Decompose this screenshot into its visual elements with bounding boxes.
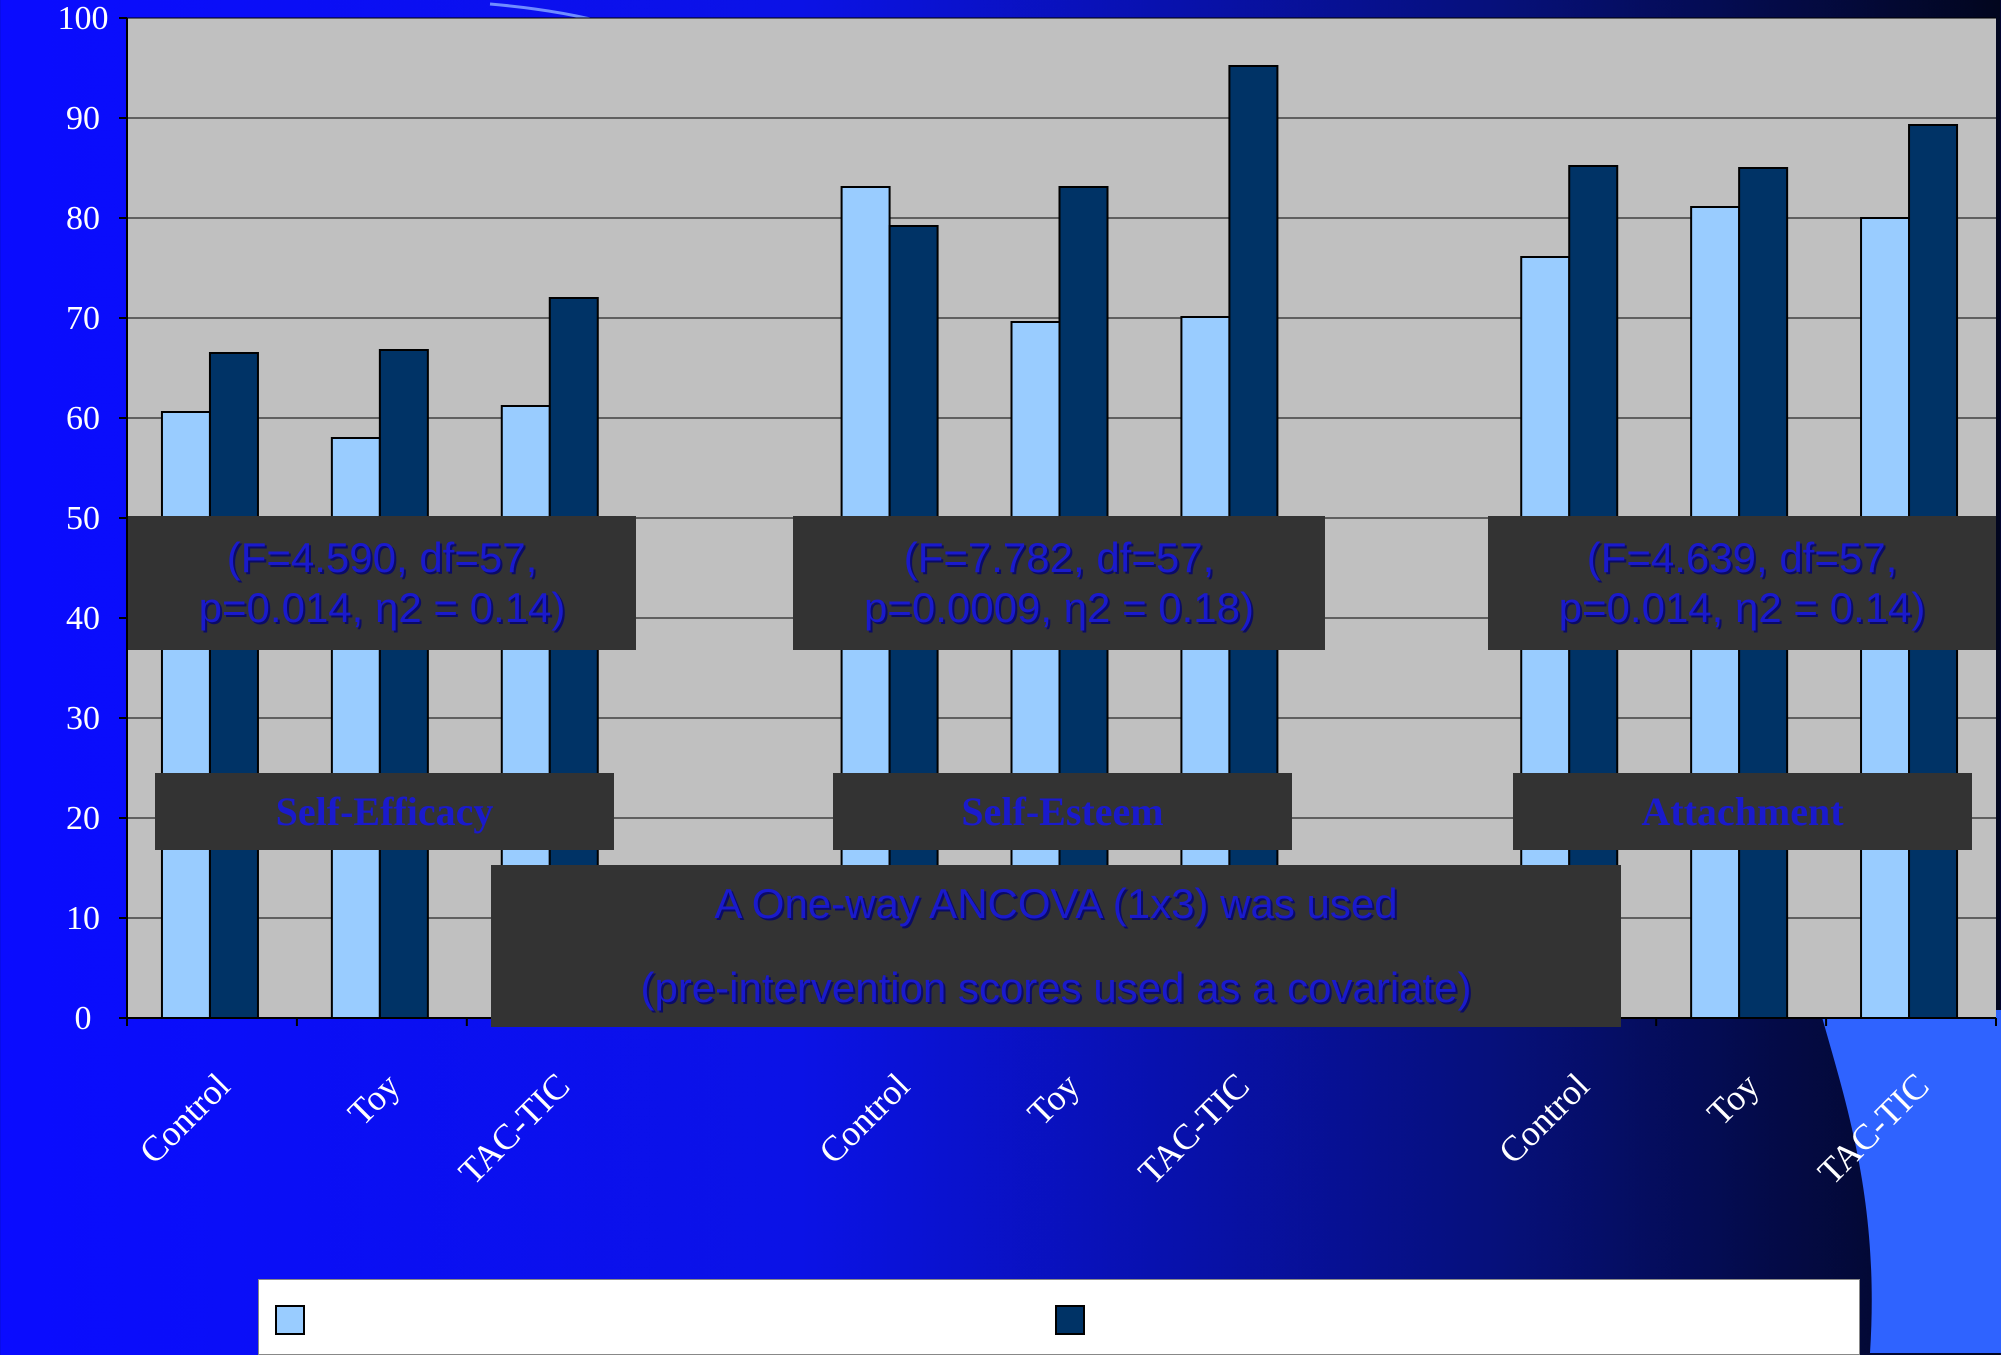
stat-box-attachment: (F=4.639, df=57, p=0.014, η2 = 0.14) [1488,516,1996,650]
legend [258,1279,1860,1355]
category-label-self-efficacy: Self-Efficacy [155,773,614,850]
y-tick-label: 80 [66,200,100,237]
stat-line-1: (F=7.782, df=57, [903,534,1215,581]
stat-line-1: (F=4.590, df=57, [226,534,538,581]
x-tick-label: TAC-TIC [451,1065,578,1192]
category-label-text: Self-Efficacy [275,789,494,834]
x-tick-label: Control [1491,1065,1597,1171]
y-tick-label: 90 [66,100,100,137]
y-tick-label: 30 [66,700,100,737]
stat-line-2: p=0.014, η2 = 0.14) [1558,584,1926,631]
category-label-text: Self-Esteem [961,789,1164,834]
stat-line-2: p=0.0009, η2 = 0.18) [864,584,1254,631]
y-tick-label: 20 [66,800,100,837]
bar-series-1 [160,411,211,1019]
y-tick-label: 50 [66,500,100,537]
stat-line-2: p=0.014, η2 = 0.14) [198,584,566,631]
stat-line-1: (F=4.639, df=57, [1586,534,1898,581]
y-tick-label: 100 [58,0,109,37]
x-tick-label: Control [132,1065,238,1171]
category-label-self-esteem: Self-Esteem [833,773,1292,850]
bar-series-2 [378,349,429,1019]
method-note-line-2: (pre-intervention scores used as a covar… [640,964,1472,1011]
method-note-box: A One-way ANCOVA (1x3) was used (pre-int… [491,865,1621,1027]
x-tick-label: Toy [340,1065,408,1133]
x-tick-label: Control [811,1065,917,1171]
y-tick-label: 0 [75,1000,92,1037]
stat-box-self-esteem: (F=7.782, df=57, p=0.0009, η2 = 0.18) [793,516,1325,650]
x-tick-label: TAC-TIC [1130,1065,1257,1192]
category-label-text: Attachment [1641,789,1844,834]
bar-series-2 [208,352,259,1019]
y-tick-label: 60 [66,400,100,437]
x-tick-label: Toy [1020,1065,1088,1133]
method-note-line-1: A One-way ANCOVA (1x3) was used [714,880,1398,927]
y-tick-label: 40 [66,600,100,637]
x-tick-label: Toy [1699,1065,1767,1133]
category-label-attachment: Attachment [1513,773,1972,850]
legend-swatch-series-1 [275,1305,305,1335]
x-tick-label: TAC-TIC [1810,1065,1937,1192]
stat-box-self-efficacy: (F=4.590, df=57, p=0.014, η2 = 0.14) [128,516,636,650]
y-tick-label: 70 [66,300,100,337]
legend-swatch-series-2 [1055,1305,1085,1335]
y-tick-label: 10 [66,900,100,937]
